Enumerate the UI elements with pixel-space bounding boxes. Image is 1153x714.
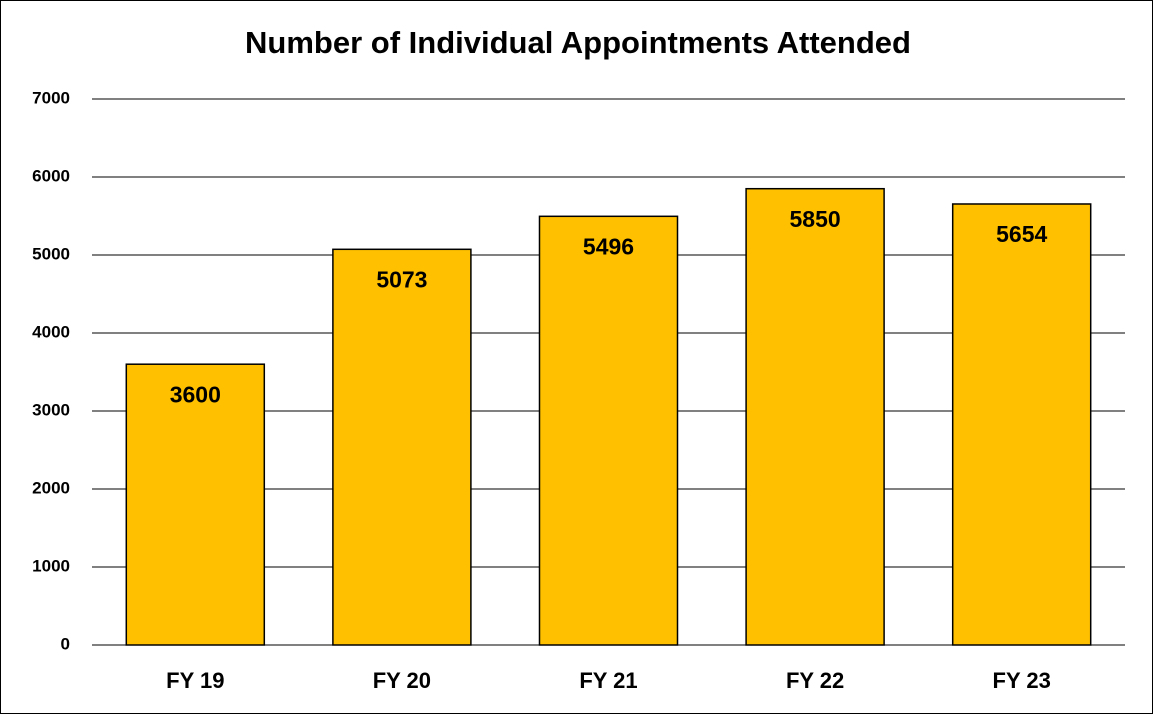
bar [332, 248, 472, 646]
y-tick-label: 5000 [32, 244, 70, 263]
bar [125, 363, 266, 646]
bar [951, 203, 1092, 646]
y-tick-label: 1000 [32, 556, 70, 575]
x-tick-label: FY 22 [786, 668, 844, 693]
data-label: 5496 [583, 233, 634, 259]
x-tick-label: FY 21 [579, 668, 637, 693]
x-tick-label: FY 19 [166, 668, 224, 693]
x-tick-label: FY 20 [373, 668, 431, 693]
y-tick-label: 3000 [32, 400, 70, 419]
bar [538, 215, 679, 646]
y-tick-label: 7000 [32, 88, 70, 107]
data-label: 5654 [996, 221, 1047, 247]
data-label: 3600 [170, 381, 221, 407]
y-tick-label: 4000 [32, 322, 70, 341]
x-tick-label: FY 23 [993, 668, 1051, 693]
y-tick-label: 0 [61, 634, 70, 653]
chart-title: Number of Individual Appointments Attend… [245, 25, 911, 60]
y-tick-label: 6000 [32, 166, 70, 185]
bar [745, 187, 885, 646]
y-tick-label: 2000 [32, 478, 70, 497]
data-label: 5850 [790, 206, 841, 232]
data-label: 5073 [376, 266, 427, 292]
